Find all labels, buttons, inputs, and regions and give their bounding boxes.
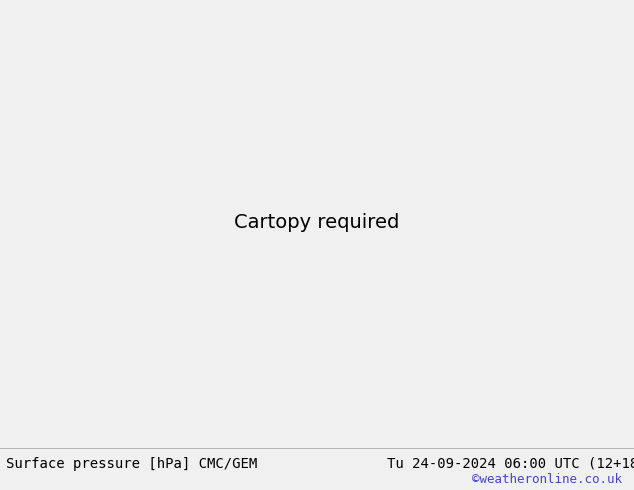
Text: Tu 24-09-2024 06:00 UTC (12+18): Tu 24-09-2024 06:00 UTC (12+18) xyxy=(387,457,634,470)
Text: Surface pressure [hPa] CMC/GEM: Surface pressure [hPa] CMC/GEM xyxy=(6,457,257,470)
Text: Cartopy required: Cartopy required xyxy=(235,214,399,232)
Text: ©weatheronline.co.uk: ©weatheronline.co.uk xyxy=(472,473,623,487)
